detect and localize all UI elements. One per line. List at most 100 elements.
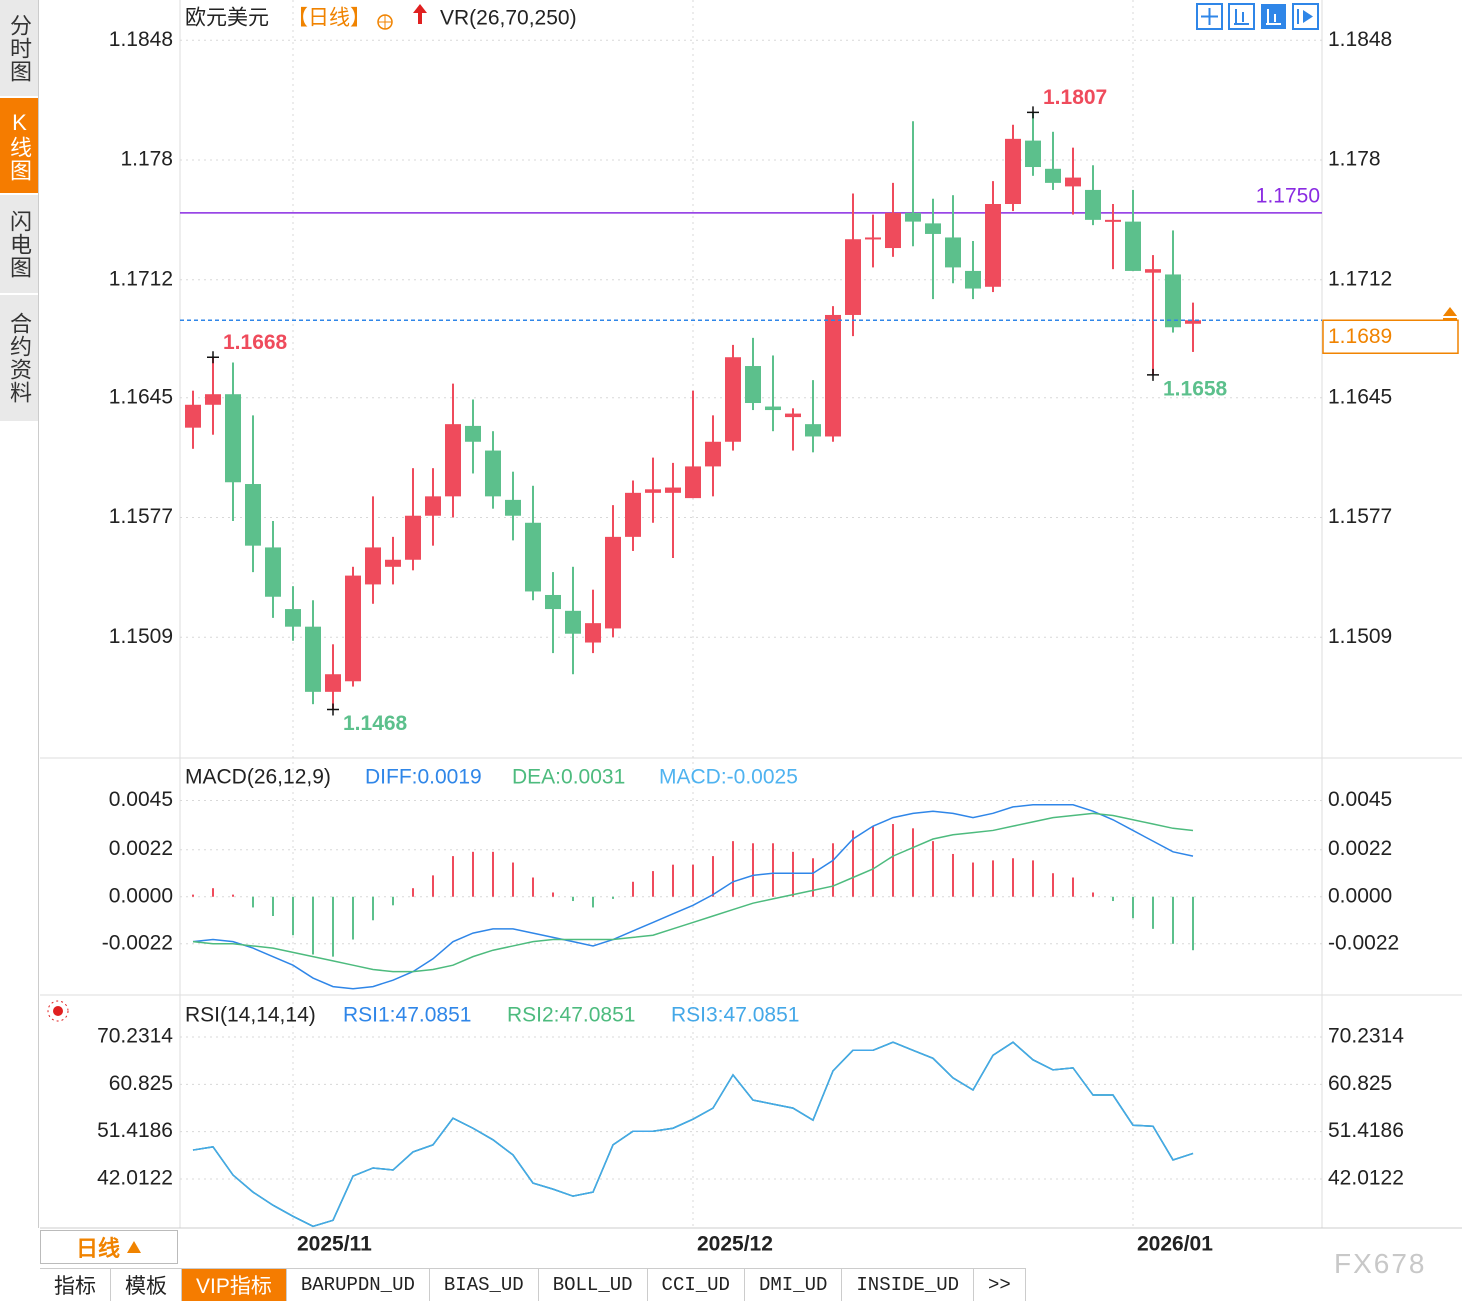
extreme-label: 1.1668 <box>223 331 288 354</box>
legend-entry: DIFF:0.0019 <box>365 766 482 789</box>
candle-body <box>685 466 701 499</box>
indicator-tab[interactable]: VIP指标 <box>182 1269 287 1301</box>
candle-body <box>345 575 361 682</box>
x-tick-label: 2026/01 <box>1137 1233 1213 1256</box>
extreme-label: 1.1658 <box>1163 377 1228 400</box>
candle-body <box>225 394 241 483</box>
period-label: 日线 <box>75 1236 120 1261</box>
indicator-tabs: 指标 模板 VIP指标 BARUPDN_UD BIAS_UD BOLL_UD CCI_UD D… <box>40 1268 1026 1301</box>
period-selector[interactable]: 日线 <box>40 1230 178 1264</box>
y-tick-label-right: 0.0000 <box>1328 884 1392 907</box>
period-label: 【日线】 <box>287 7 371 30</box>
candle-body <box>925 223 941 234</box>
candle-body <box>445 424 461 497</box>
sidebar-tab[interactable]: 合约资料 <box>0 295 38 423</box>
indicator-tab[interactable]: BIAS_UD <box>430 1269 539 1301</box>
indicator-tab[interactable]: BOLL_UD <box>539 1269 648 1301</box>
y-tick-label-right: 1.178 <box>1328 148 1381 171</box>
extreme-marker <box>1147 368 1159 381</box>
legend-entry: RSI2:47.0851 <box>507 1004 635 1027</box>
candle-body <box>365 547 381 585</box>
candle-body <box>665 487 681 493</box>
y-tick-label: 0.0022 <box>109 837 173 860</box>
extreme-label: 1.1807 <box>1043 86 1107 109</box>
y-tick-label: 1.1509 <box>109 625 173 648</box>
y-tick-label: 1.1712 <box>109 267 173 290</box>
extreme-label: 1.1468 <box>343 712 408 735</box>
candle-body <box>785 413 801 418</box>
candle-body <box>805 424 821 437</box>
candle-body <box>205 394 221 405</box>
y-tick-label: -0.0022 <box>102 931 173 954</box>
legend-entry: RSI1:47.0851 <box>343 1004 471 1027</box>
candle-body <box>525 522 541 592</box>
candle-body <box>705 441 721 467</box>
scroll-arrow[interactable] <box>1443 307 1457 320</box>
y-tick-label-right: 70.2314 <box>1328 1025 1404 1048</box>
candle-body <box>1025 140 1041 168</box>
extreme-marker <box>207 351 219 364</box>
candle-body <box>725 357 741 442</box>
candle-body <box>185 404 201 428</box>
legend-entry: RSI3:47.0851 <box>671 1004 799 1027</box>
y-tick-label-right: 1.1645 <box>1328 385 1392 408</box>
legend-entry: DEA:0.0031 <box>512 766 625 789</box>
candle-body <box>1185 320 1201 324</box>
legend-entry: MACD:-0.0025 <box>659 766 798 789</box>
indicator-arrow[interactable] <box>413 4 427 24</box>
candle-body <box>625 492 641 537</box>
candle-body <box>545 594 561 610</box>
watermark: FX678 <box>1334 1248 1427 1279</box>
candle-body <box>385 559 401 567</box>
target-icon[interactable] <box>377 14 393 30</box>
y-tick-label-right: 51.4186 <box>1328 1119 1404 1142</box>
toolbar[interactable] <box>1196 3 1319 30</box>
candle-body <box>285 609 301 627</box>
extreme-marker <box>1027 106 1039 119</box>
series-line <box>192 1041 1194 1228</box>
indicator-tab[interactable]: 指标 <box>40 1269 111 1301</box>
sidebar-tab[interactable]: 闪电图 <box>0 195 38 295</box>
candle-body <box>505 499 521 516</box>
extreme-marker <box>327 703 339 716</box>
sidebar: 分时图 K线图 闪电图 合约资料 <box>0 0 39 1228</box>
candle-body <box>885 212 901 249</box>
indicator-tab[interactable]: 模板 <box>111 1269 182 1301</box>
candle-body <box>585 623 601 643</box>
indicator-tab[interactable]: INSIDE_UD <box>842 1269 975 1301</box>
y-tick-label-right: 1.1577 <box>1328 505 1392 528</box>
indicator-tab[interactable]: DMI_UD <box>745 1269 843 1301</box>
indicator-tab[interactable]: BARUPDN_UD <box>287 1269 430 1301</box>
candle-body <box>985 204 1001 287</box>
sidebar-tab[interactable]: 分时图 <box>0 0 38 98</box>
y-tick-label-right: 1.1848 <box>1328 28 1392 51</box>
x-tick-label: 2025/12 <box>697 1233 773 1256</box>
candle-body <box>845 239 861 315</box>
candle-body <box>325 674 341 692</box>
candle-body <box>565 610 581 634</box>
y-tick-label: 51.4186 <box>97 1119 173 1142</box>
candle-body <box>745 366 761 404</box>
period-arrow <box>127 1241 141 1253</box>
y-tick-label-right: 0.0022 <box>1328 837 1392 860</box>
sidebar-tab[interactable]: K线图 <box>0 98 38 195</box>
panel-title: MACD(26,12,9) <box>185 766 331 789</box>
candle-body <box>965 270 981 289</box>
candle-body <box>645 489 661 493</box>
y-tick-label-right: 60.825 <box>1328 1072 1392 1095</box>
candle-body <box>405 515 421 560</box>
y-tick-label-right: 1.1712 <box>1328 267 1392 290</box>
candle-body <box>1165 274 1181 328</box>
indicator-tab[interactable]: >> <box>974 1269 1026 1301</box>
y-tick-label: 1.178 <box>120 148 173 171</box>
candle-body <box>945 237 961 268</box>
rsi-icon[interactable] <box>47 1000 69 1022</box>
indicator-tab[interactable]: CCI_UD <box>648 1269 745 1301</box>
horizontal-line-label: 1.1750 <box>1256 184 1320 207</box>
panel-title: 欧元美元 <box>185 7 269 30</box>
y-tick-label: 60.825 <box>109 1072 173 1095</box>
candle-body <box>245 484 261 546</box>
candle-body <box>465 425 481 442</box>
candle-body <box>265 547 281 597</box>
